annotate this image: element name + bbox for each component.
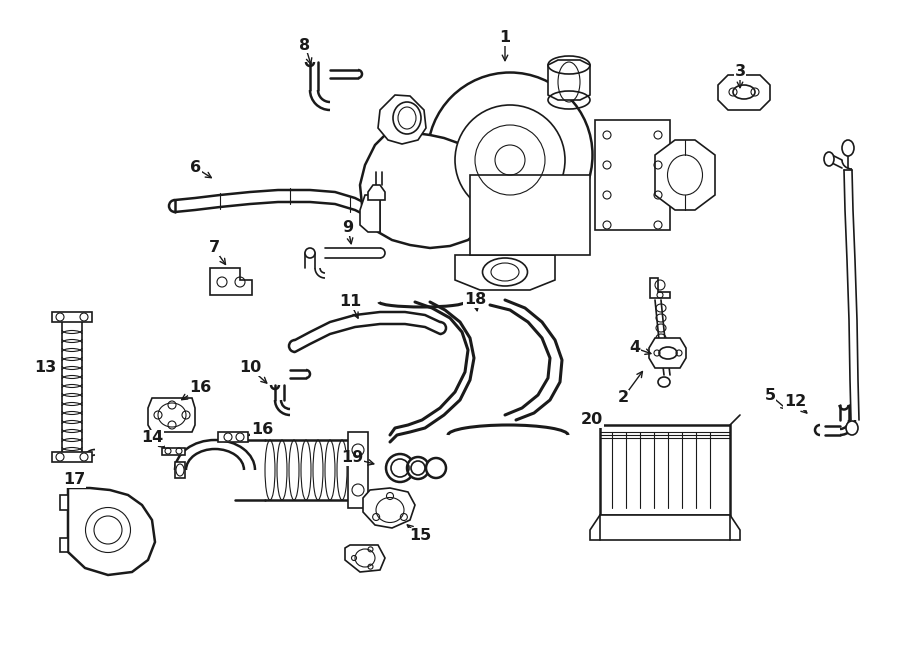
Text: 10: 10: [238, 360, 261, 375]
Polygon shape: [60, 538, 68, 552]
Text: 14: 14: [141, 430, 163, 446]
Polygon shape: [68, 488, 155, 575]
Ellipse shape: [386, 454, 414, 482]
Polygon shape: [360, 130, 490, 248]
Polygon shape: [175, 462, 185, 478]
Polygon shape: [348, 432, 368, 508]
Text: 8: 8: [300, 38, 310, 52]
Polygon shape: [378, 95, 426, 144]
Ellipse shape: [455, 105, 565, 215]
Text: 18: 18: [464, 293, 486, 307]
Polygon shape: [60, 495, 68, 510]
Text: 5: 5: [764, 387, 776, 403]
Polygon shape: [345, 545, 385, 572]
Ellipse shape: [658, 377, 670, 387]
Text: 11: 11: [339, 295, 361, 309]
Polygon shape: [360, 195, 380, 232]
Polygon shape: [210, 268, 252, 295]
Polygon shape: [650, 278, 670, 298]
Ellipse shape: [824, 152, 834, 166]
Bar: [600, 425, 730, 515]
Ellipse shape: [846, 421, 858, 435]
Polygon shape: [52, 452, 92, 462]
Polygon shape: [363, 488, 415, 528]
Ellipse shape: [305, 248, 315, 258]
Polygon shape: [455, 255, 555, 290]
Text: 1: 1: [500, 30, 510, 46]
Ellipse shape: [842, 140, 854, 156]
Text: 3: 3: [734, 65, 745, 79]
Polygon shape: [649, 338, 686, 368]
Polygon shape: [590, 515, 740, 540]
Polygon shape: [162, 448, 185, 455]
Text: 9: 9: [342, 221, 354, 235]
Polygon shape: [548, 60, 590, 100]
Polygon shape: [52, 312, 92, 322]
Text: 12: 12: [784, 395, 806, 410]
Bar: [595, 120, 670, 230]
Polygon shape: [368, 185, 385, 200]
Text: 6: 6: [191, 161, 202, 176]
Ellipse shape: [428, 73, 592, 237]
Text: 16: 16: [251, 422, 273, 438]
Polygon shape: [218, 432, 248, 442]
Polygon shape: [148, 398, 195, 432]
Polygon shape: [655, 140, 715, 210]
Text: 15: 15: [409, 529, 431, 543]
Polygon shape: [718, 75, 770, 110]
Text: 13: 13: [34, 360, 56, 375]
Text: 7: 7: [209, 241, 220, 256]
Text: 19: 19: [341, 451, 363, 465]
Ellipse shape: [407, 457, 429, 479]
Text: 2: 2: [617, 391, 628, 405]
Text: 20: 20: [580, 412, 603, 428]
Text: 17: 17: [63, 473, 86, 488]
Ellipse shape: [426, 458, 446, 478]
Bar: [470, 175, 590, 255]
Text: 16: 16: [189, 381, 212, 395]
Text: 4: 4: [629, 340, 641, 356]
